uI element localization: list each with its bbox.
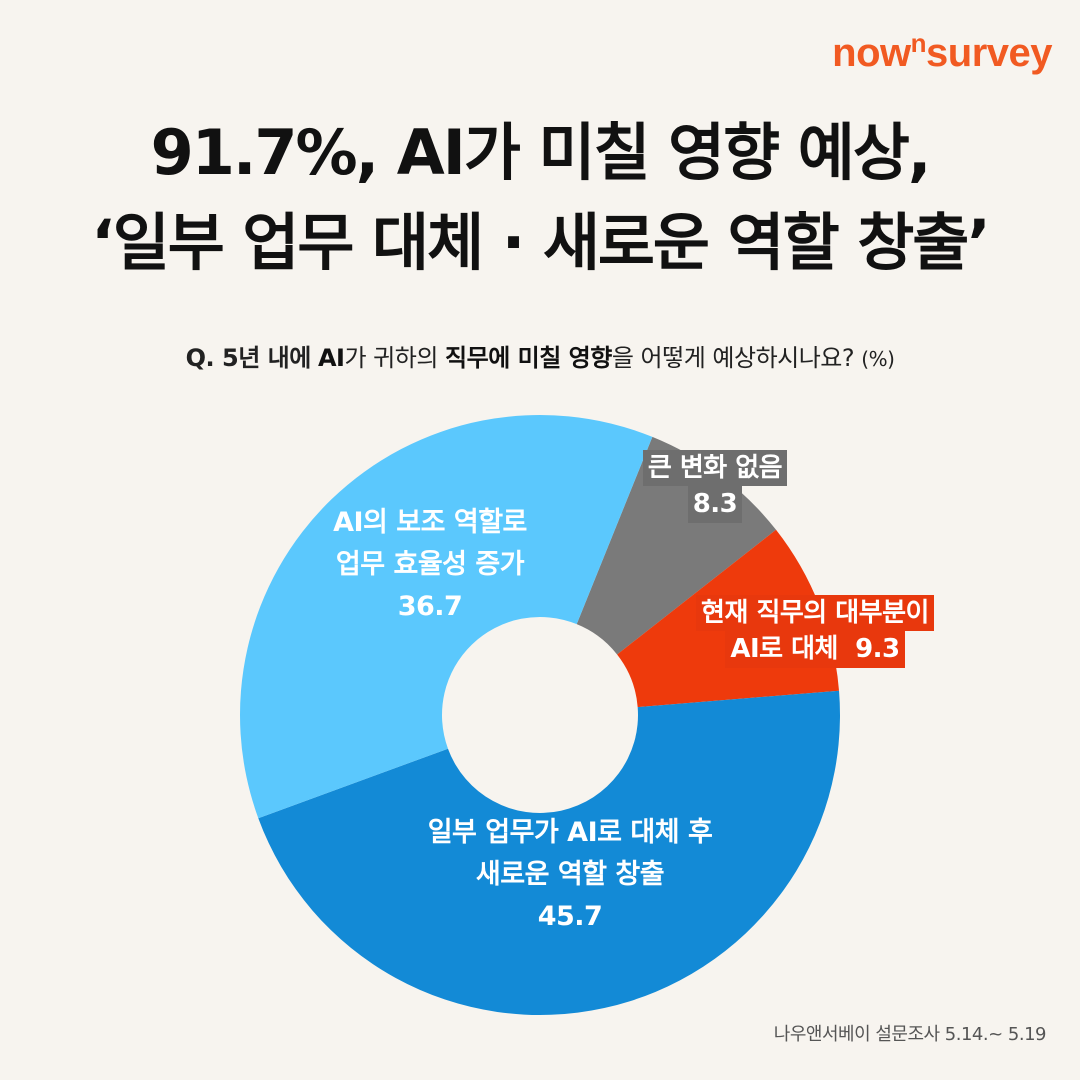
slice-label-partial-name2: 새로운 역할 창출 bbox=[475, 858, 665, 890]
question-text-1: 가 귀하의 bbox=[344, 344, 438, 372]
slice-label-partial-replace: 일부 업무가 AI로 대체 후 새로운 역할 창출 45.7 bbox=[380, 812, 760, 938]
slice-assistant bbox=[240, 415, 653, 819]
question-prefix: Q. 5년 내에 bbox=[185, 344, 312, 372]
slice-label-replaced-name2: AI로 대체 bbox=[730, 634, 838, 665]
slice-label-partial-name1: 일부 업무가 AI로 대체 후 bbox=[427, 817, 713, 848]
slice-label-no-change-name: 큰 변화 없음 bbox=[642, 450, 788, 487]
slice-label-no-change: 큰 변화 없음 8.3 bbox=[615, 450, 815, 523]
question-unit: (%) bbox=[861, 347, 895, 371]
question-bold-ai: AI bbox=[317, 344, 345, 372]
survey-source: 나우앤서베이 설문조사 5.14.~ 5.19 bbox=[773, 1024, 1047, 1045]
slice-label-assistant-name1: AI의 보조 역할로 bbox=[333, 507, 527, 538]
slice-label-partial-value: 45.7 bbox=[537, 900, 603, 932]
question-bold-impact: 직무에 미칠 영향 bbox=[445, 344, 612, 372]
slice-partial-replace bbox=[258, 690, 840, 1015]
title-line-1: 91.7%, AI가 미칠 영향 예상, bbox=[150, 116, 932, 189]
slice-label-assistant: AI의 보조 역할로 업무 효율성 증가 36.7 bbox=[280, 502, 580, 628]
question-text-2: 을 어떻게 예상하시나요? bbox=[611, 344, 855, 372]
slice-label-replaced-value: 9.3 bbox=[855, 634, 900, 665]
slice-label-assistant-name2: 업무 효율성 증가 bbox=[335, 548, 525, 580]
brand-logo: nownsurvey bbox=[832, 28, 1052, 75]
slice-label-no-change-value: 8.3 bbox=[687, 486, 743, 523]
title-line-2: ‘일부 업무 대체 · 새로운 역할 창출’ bbox=[91, 206, 991, 279]
slice-label-assistant-value: 36.7 bbox=[397, 590, 463, 622]
slice-label-replaced: 현재 직무의 대부분이 AI로 대체 9.3 bbox=[670, 595, 960, 668]
slice-label-replaced-name: 현재 직무의 대부분이 bbox=[696, 595, 934, 632]
survey-question: Q. 5년 내에 AI가 귀하의 직무에 미칠 영향을 어떻게 예상하시나요? … bbox=[0, 338, 1080, 373]
